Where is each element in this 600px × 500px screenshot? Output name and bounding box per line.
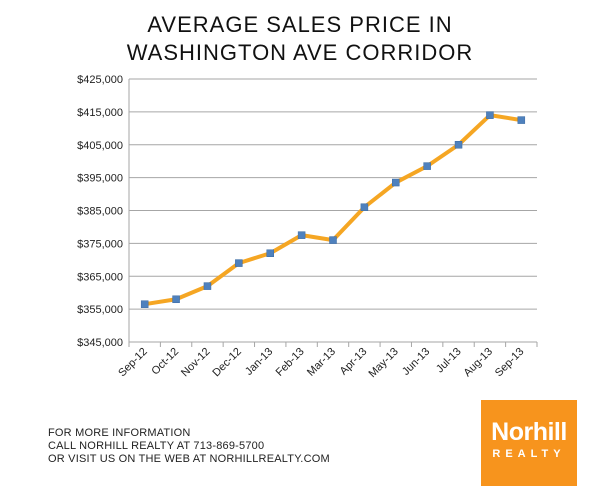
y-tick-label: $385,000: [77, 206, 123, 218]
data-point: [172, 295, 180, 304]
data-point: [486, 111, 494, 119]
y-tick-label: $405,000: [77, 140, 123, 152]
logo-sub-text: REALTY: [492, 448, 566, 460]
data-point: [423, 162, 431, 170]
data-point: [392, 178, 400, 187]
logo-brand-text: Norhill: [491, 418, 567, 446]
x-tick-label: Sep-12: [116, 346, 150, 380]
x-tick-label: Mar-13: [305, 346, 338, 379]
x-tick-label: Sep-13: [493, 346, 527, 380]
x-tick-label: Jan-13: [243, 346, 275, 378]
footer-phone-line: CALL NORHILL REALTY AT 713-869-5700: [48, 440, 265, 452]
x-tick-label: Dec-12: [210, 346, 244, 380]
chart-title-line-1: AVERAGE SALES PRICE IN: [147, 12, 453, 37]
x-tick-label: Jul-13: [434, 346, 464, 376]
y-tick-label: $375,000: [77, 238, 123, 250]
x-tick-label: Jun-13: [400, 346, 432, 378]
line-chart: $345,000 $355,000 $365,000 $375,000 $385,000…: [77, 74, 538, 380]
data-point: [517, 116, 526, 124]
x-tick-label: Oct-12: [149, 346, 181, 378]
footer-website-line: OR VISIT US ON THE WEB AT NORHILLREALTY.…: [48, 453, 330, 465]
y-tick-label: $425,000: [77, 74, 123, 86]
footer-info-line: FOR MORE INFORMATION: [48, 427, 191, 439]
data-point: [235, 259, 243, 267]
x-tick-label: Apr-13: [338, 346, 370, 378]
chart-title-line-2: WASHINGTON AVE CORRIDOR: [126, 40, 474, 65]
y-tick-label: $415,000: [77, 107, 123, 119]
data-point: [266, 249, 274, 257]
y-tick-label: $355,000: [77, 304, 123, 316]
data-point: [203, 282, 212, 290]
x-tick-label: May-13: [366, 346, 400, 380]
x-tick-label: Nov-12: [179, 346, 213, 380]
y-tick-label: $395,000: [77, 173, 123, 185]
y-tick-label: $365,000: [77, 271, 123, 283]
x-tick-label: Aug-13: [461, 346, 495, 380]
data-point: [454, 141, 463, 149]
data-point: [360, 203, 369, 211]
y-tick-label: $345,000: [77, 337, 123, 349]
x-tick-label: Feb-13: [274, 346, 307, 379]
norhill-realty-logo: Norhill REALTY: [481, 400, 577, 486]
data-point: [140, 300, 149, 308]
data-point: [297, 231, 306, 239]
data-point: [329, 236, 337, 244]
